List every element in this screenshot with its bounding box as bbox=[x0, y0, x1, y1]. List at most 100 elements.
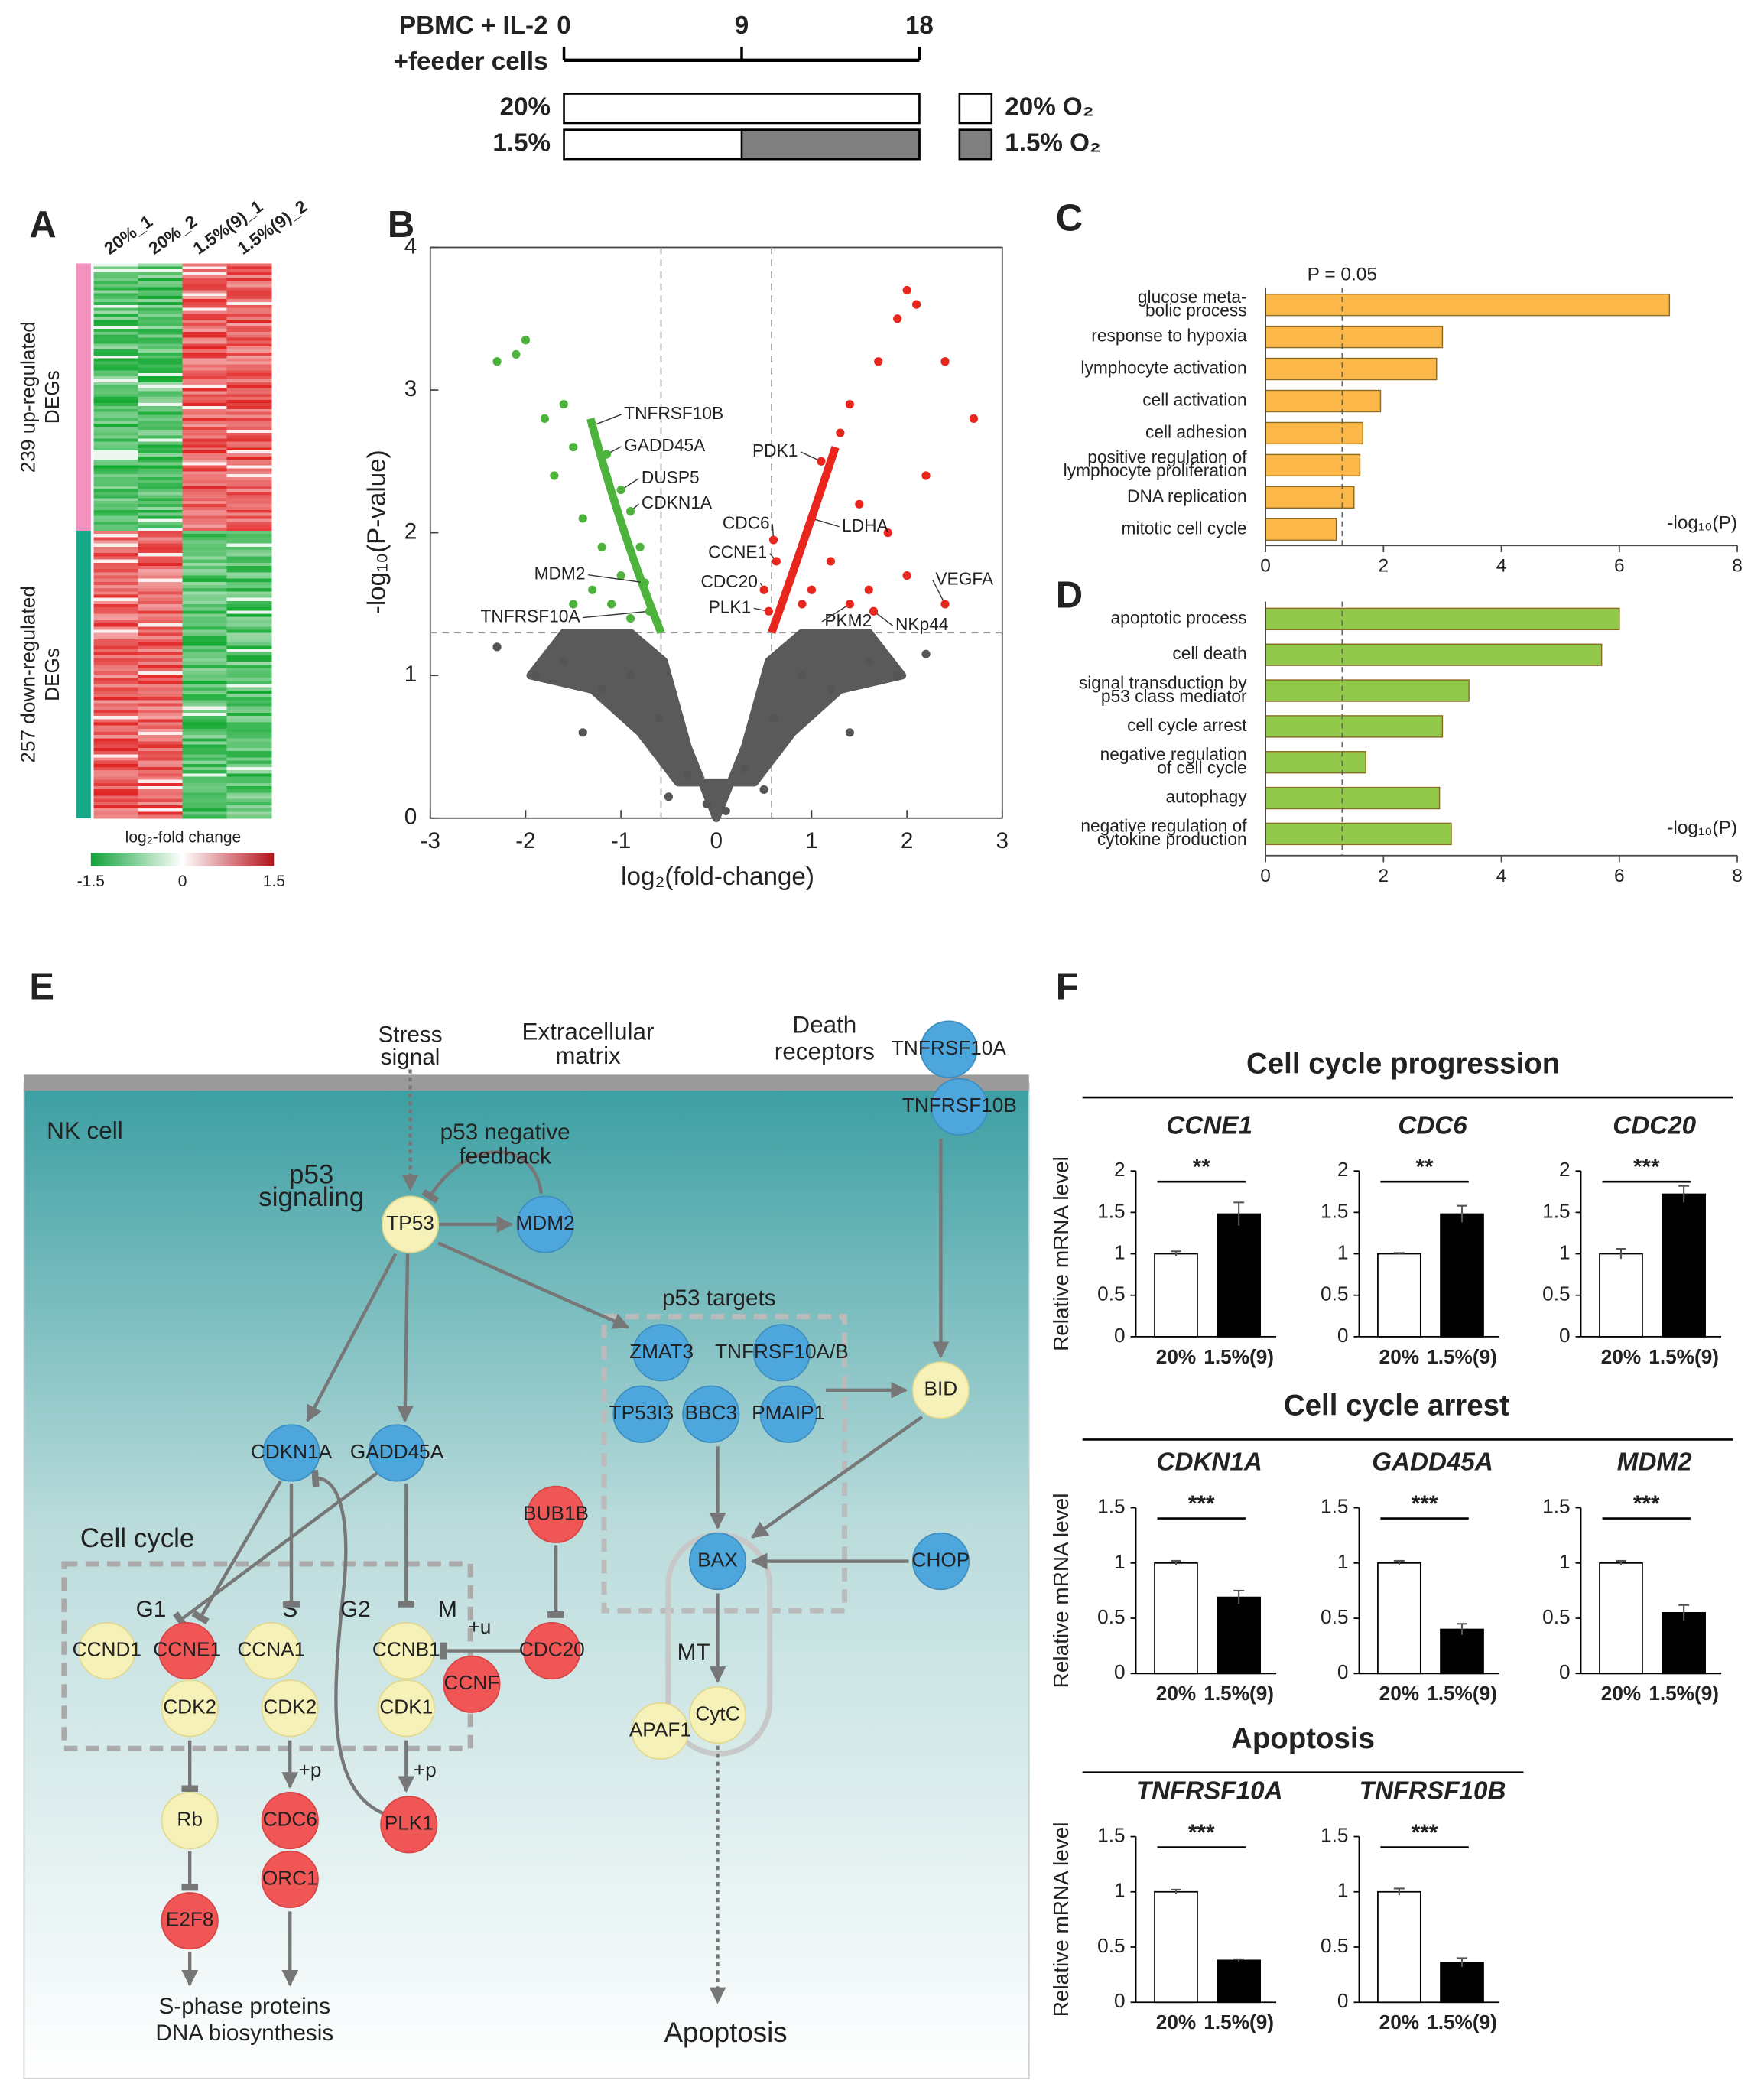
heatmap-cell bbox=[93, 770, 139, 774]
heatmap-cell bbox=[138, 629, 184, 634]
heatmap-cell bbox=[182, 572, 228, 576]
heatmap-cell bbox=[93, 801, 139, 806]
heatmap-cell bbox=[138, 754, 184, 758]
heatmap-cell bbox=[182, 397, 228, 401]
node-label: TP53 bbox=[386, 1211, 434, 1234]
heatmap-cell bbox=[93, 468, 139, 472]
group-title: Cell cycle arrest bbox=[1284, 1390, 1509, 1422]
heatmap-cell bbox=[182, 681, 228, 684]
heatmap-cell bbox=[138, 509, 184, 514]
heatmap-cell bbox=[226, 722, 272, 727]
heatmap-cell bbox=[138, 607, 184, 611]
pathway-node bbox=[158, 1622, 216, 1680]
point bbox=[625, 613, 635, 623]
heatmap-cell bbox=[93, 751, 139, 755]
category-label: positive regulation of bbox=[1087, 447, 1247, 467]
point bbox=[940, 357, 950, 366]
heatmap-cell bbox=[93, 639, 139, 643]
heatmap-cell bbox=[182, 604, 228, 608]
heatmap-cell bbox=[226, 498, 272, 502]
heatmap-cell bbox=[138, 693, 184, 697]
column-label: 20%_1 bbox=[100, 211, 156, 258]
heatmap-cell bbox=[93, 760, 139, 765]
heatmap-cell bbox=[93, 546, 139, 551]
point bbox=[740, 763, 749, 773]
node-label: CHOP bbox=[912, 1548, 970, 1571]
x-tick-label: -1 bbox=[611, 828, 631, 853]
heatmap-cell bbox=[226, 776, 272, 781]
pathway-label: p53 bbox=[289, 1159, 333, 1189]
annotated-point bbox=[817, 457, 826, 466]
node-label: CCNF bbox=[444, 1671, 500, 1694]
heatmap-cell bbox=[138, 444, 184, 448]
heatmap-cell bbox=[93, 373, 139, 377]
heatmap-cell bbox=[93, 703, 139, 707]
leader-line bbox=[587, 574, 645, 584]
heatmap-cell bbox=[138, 684, 184, 688]
heatmap-cell bbox=[93, 744, 139, 749]
heatmap-cell bbox=[182, 623, 228, 627]
heatmap-cell bbox=[93, 364, 139, 368]
heatmap-cell bbox=[93, 565, 139, 570]
heatmap-cell bbox=[226, 808, 272, 812]
heatmap-cell bbox=[182, 310, 228, 315]
heatmap-cell bbox=[182, 435, 228, 440]
significance-label: *** bbox=[1633, 1491, 1660, 1516]
heatmap-cell bbox=[182, 722, 228, 727]
heatmap-cell bbox=[182, 323, 228, 327]
heatmap-cell bbox=[182, 757, 228, 762]
colorbar bbox=[90, 853, 275, 866]
heatmap-cell bbox=[226, 697, 272, 701]
heatmap-cell bbox=[182, 278, 228, 282]
heatmap-cell bbox=[182, 732, 228, 736]
pathway-node bbox=[261, 1679, 319, 1738]
group-bar bbox=[76, 263, 91, 532]
heatmap-cell bbox=[226, 770, 272, 774]
heatmap-cell bbox=[226, 397, 272, 401]
heatmap-cell bbox=[138, 506, 184, 511]
heatmap-cell bbox=[226, 613, 272, 618]
heatmap-cell bbox=[93, 278, 139, 282]
category-label: signal transduction by bbox=[1079, 672, 1247, 692]
heatmap-cell bbox=[138, 310, 184, 315]
heatmap-cell bbox=[93, 757, 139, 762]
heatmap-cell bbox=[93, 486, 139, 490]
heatmap-cell bbox=[138, 703, 184, 707]
x-tick-label: 1.5%(9) bbox=[1427, 1682, 1497, 1705]
heatmap-cell bbox=[226, 703, 272, 707]
node-label: CDK2 bbox=[263, 1695, 317, 1718]
heatmap-cell bbox=[182, 795, 228, 800]
x-tick-label: 20% bbox=[1156, 1682, 1196, 1705]
heatmap-cell bbox=[93, 269, 139, 273]
bar bbox=[1217, 1213, 1261, 1338]
point bbox=[578, 728, 587, 737]
heatmap-cell bbox=[138, 795, 184, 800]
heatmap-cell bbox=[182, 613, 228, 618]
y-tick-label: 0.5 bbox=[1321, 1934, 1348, 1957]
hypoxia-bar bbox=[740, 128, 921, 161]
heatmap-cell bbox=[93, 706, 139, 710]
x-tick-label: -3 bbox=[421, 828, 440, 853]
plk1-curve bbox=[311, 1469, 388, 1817]
point bbox=[845, 400, 854, 409]
heatmap-cell bbox=[226, 340, 272, 344]
heatmap-cell bbox=[226, 310, 272, 315]
node-label: TNFRSF10A bbox=[892, 1036, 1006, 1059]
heatmap-cell bbox=[138, 751, 184, 755]
heatmap-cell bbox=[226, 565, 272, 570]
heatmap-cell bbox=[138, 779, 184, 784]
heatmap-cell bbox=[93, 709, 139, 714]
heatmap-cell bbox=[182, 346, 228, 350]
heatmap-cell bbox=[138, 269, 184, 273]
heatmap-cell bbox=[93, 388, 139, 392]
heatmap-cell bbox=[226, 367, 272, 371]
y-tick-label: 1 bbox=[1114, 1550, 1126, 1573]
heatmap-cell bbox=[182, 525, 228, 528]
heatmap-cell bbox=[226, 690, 272, 694]
heatmap-cell bbox=[226, 751, 272, 755]
x-tick-label: 8 bbox=[1732, 866, 1743, 886]
heatmap-cell bbox=[138, 671, 184, 675]
heatmap-cell bbox=[226, 792, 272, 797]
node-label: CDKN1A bbox=[251, 1440, 333, 1463]
heatmap-cell bbox=[182, 471, 228, 475]
